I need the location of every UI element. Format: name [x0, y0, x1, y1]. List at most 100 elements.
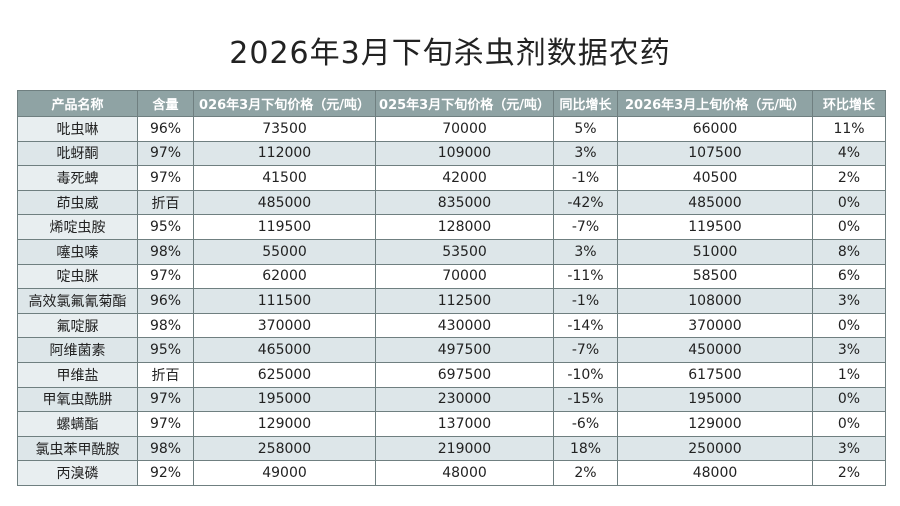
table-cell: 195000: [193, 386, 376, 413]
title: 2026年3月下旬杀虫剂数据农药: [229, 36, 671, 71]
table-cell: 啶虫脒: [17, 263, 138, 290]
column-header: 含量: [137, 90, 194, 117]
table-row: 吡蚜酮 97% 112000 109000 3% 107500 4%: [17, 140, 886, 167]
table-row: 茚虫威 折百 485000 835000 -42% 485000 0%: [17, 189, 886, 216]
table-cell: 0%: [812, 411, 886, 437]
table-cell: 4%: [812, 140, 886, 167]
table-cell: 41500: [193, 165, 376, 191]
table-cell: 烯啶虫胺: [17, 214, 138, 240]
table-cell: 18%: [553, 435, 618, 462]
table-cell: 73500: [193, 116, 376, 142]
table-row: 噻虫嗪 98% 55000 53500 3% 51000 8%: [17, 238, 886, 265]
table-cell: 92%: [137, 460, 194, 486]
table-cell: 97%: [137, 140, 194, 167]
table-cell: 0%: [812, 189, 886, 216]
table-cell: 0%: [812, 312, 886, 339]
table-cell: 螺螨酯: [17, 411, 138, 437]
table-cell: 625000: [193, 361, 376, 388]
column-header: 025年3月下旬价格（元/吨）: [375, 90, 554, 117]
table-cell: 97%: [137, 411, 194, 437]
table-cell: 97%: [137, 386, 194, 413]
table-cell: 2%: [812, 165, 886, 191]
table-cell: 258000: [193, 435, 376, 462]
table-cell: 465000: [193, 337, 376, 363]
table-cell: -7%: [553, 214, 618, 240]
table-cell: 370000: [617, 312, 813, 339]
table-cell: 甲氧虫酰肼: [17, 386, 138, 413]
table-cell: 吡虫啉: [17, 116, 138, 142]
table-cell: 高效氯氟氰菊酯: [17, 288, 138, 314]
table-cell: 53500: [375, 238, 554, 265]
table-cell: 109000: [375, 140, 554, 167]
table-cell: 129000: [193, 411, 376, 437]
table-cell: 96%: [137, 116, 194, 142]
table-cell: 111500: [193, 288, 376, 314]
table-cell: 2%: [812, 460, 886, 486]
table-cell: 0%: [812, 386, 886, 413]
table-cell: 835000: [375, 189, 554, 216]
table-cell: 108000: [617, 288, 813, 314]
table-cell: -15%: [553, 386, 618, 413]
table-row: 高效氯氟氰菊酯 96% 111500 112500 -1% 108000 3%: [17, 288, 886, 314]
table-cell: 折百: [137, 189, 194, 216]
table-row: 阿维菌素 95% 465000 497500 -7% 450000 3%: [17, 337, 886, 363]
table-cell: 甲维盐: [17, 361, 138, 388]
table-row: 甲维盐 折百 625000 697500 -10% 617500 1%: [17, 361, 886, 388]
table-cell: 95%: [137, 337, 194, 363]
table-cell: 3%: [812, 288, 886, 314]
table-cell: 48000: [375, 460, 554, 486]
table-cell: 66000: [617, 116, 813, 142]
table-cell: 折百: [137, 361, 194, 388]
table-cell: 96%: [137, 288, 194, 314]
table-cell: -6%: [553, 411, 618, 437]
table-cell: 617500: [617, 361, 813, 388]
table-cell: 6%: [812, 263, 886, 290]
table-cell: 97%: [137, 263, 194, 290]
table-cell: 阿维菌素: [17, 337, 138, 363]
price-table: 产品名称 含量 026年3月下旬价格（元/吨） 025年3月下旬价格（元/吨） 同比增长…: [17, 90, 886, 486]
table-cell: -10%: [553, 361, 618, 388]
column-header: 026年3月下旬价格（元/吨）: [193, 90, 376, 117]
table-cell: 70000: [375, 263, 554, 290]
table-cell: 3%: [553, 238, 618, 265]
table-cell: -1%: [553, 165, 618, 191]
table-cell: 497500: [375, 337, 554, 363]
table-cell: 51000: [617, 238, 813, 265]
table-cell: 5%: [553, 116, 618, 142]
table-cell: 485000: [193, 189, 376, 216]
table-cell: 茚虫威: [17, 189, 138, 216]
table-row: 丙溴磷 92% 49000 48000 2% 48000 2%: [17, 460, 886, 486]
table-cell: 98%: [137, 312, 194, 339]
table-cell: 55000: [193, 238, 376, 265]
table-cell: 450000: [617, 337, 813, 363]
table-row: 烯啶虫胺 95% 119500 128000 -7% 119500 0%: [17, 214, 886, 240]
table-cell: 70000: [375, 116, 554, 142]
table-cell: 吡蚜酮: [17, 140, 138, 167]
table-cell: 40500: [617, 165, 813, 191]
table-cell: 48000: [617, 460, 813, 486]
table-cell: -11%: [553, 263, 618, 290]
table-cell: 697500: [375, 361, 554, 388]
table-cell: 62000: [193, 263, 376, 290]
table-cell: -7%: [553, 337, 618, 363]
table-cell: 2%: [553, 460, 618, 486]
table-cell: 250000: [617, 435, 813, 462]
table-row: 毒死蜱 97% 41500 42000 -1% 40500 2%: [17, 165, 886, 191]
table-row: 氯虫苯甲酰胺 98% 258000 219000 18% 250000 3%: [17, 435, 886, 462]
table-cell: -14%: [553, 312, 618, 339]
table-cell: 8%: [812, 238, 886, 265]
column-header: 2026年3月上旬价格（元/吨）: [617, 90, 813, 117]
table-cell: 97%: [137, 165, 194, 191]
table-cell: 112000: [193, 140, 376, 167]
table-cell: 430000: [375, 312, 554, 339]
table-cell: 370000: [193, 312, 376, 339]
table-cell: 1%: [812, 361, 886, 388]
table-row: 吡虫啉 96% 73500 70000 5% 66000 11%: [17, 116, 886, 142]
table-cell: 11%: [812, 116, 886, 142]
table-cell: 氯虫苯甲酰胺: [17, 435, 138, 462]
table-cell: 219000: [375, 435, 554, 462]
table-cell: 129000: [617, 411, 813, 437]
header-row: 产品名称 含量 026年3月下旬价格（元/吨） 025年3月下旬价格（元/吨） 同比增长…: [17, 90, 886, 117]
table-cell: 噻虫嗪: [17, 238, 138, 265]
